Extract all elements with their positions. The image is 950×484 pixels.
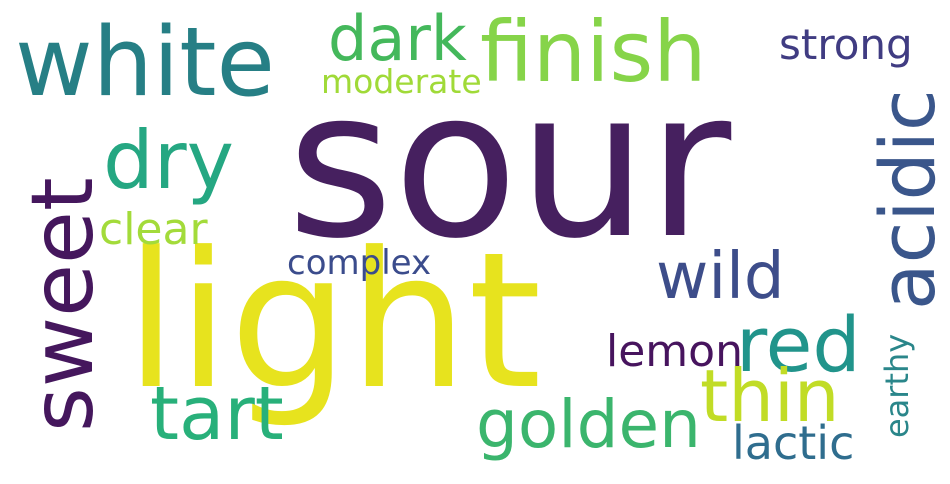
word-red: red [736,300,861,389]
word-white: white [15,8,275,118]
word-tart: tart [150,371,284,457]
word-thin: thin [700,354,840,438]
word-lemon: lemon [606,326,743,377]
word-dry: dry [103,114,235,207]
word-strong: strong [779,20,913,69]
word-earthy: earthy [878,333,916,438]
word-sweet: sweet [13,177,113,432]
word-golden: golden [476,386,701,463]
word-lactic: lactic [732,416,855,470]
word-wild: wild [656,240,785,314]
word-acidic: acidic [863,89,950,310]
word-clear: clear [99,204,208,255]
word-light: light [125,212,542,431]
word-sour: sour [287,47,732,284]
word-moderate: moderate [321,62,482,101]
word-finish: finish [480,3,707,101]
word-dark: dark [328,2,467,75]
word-complex: complex [287,243,432,283]
